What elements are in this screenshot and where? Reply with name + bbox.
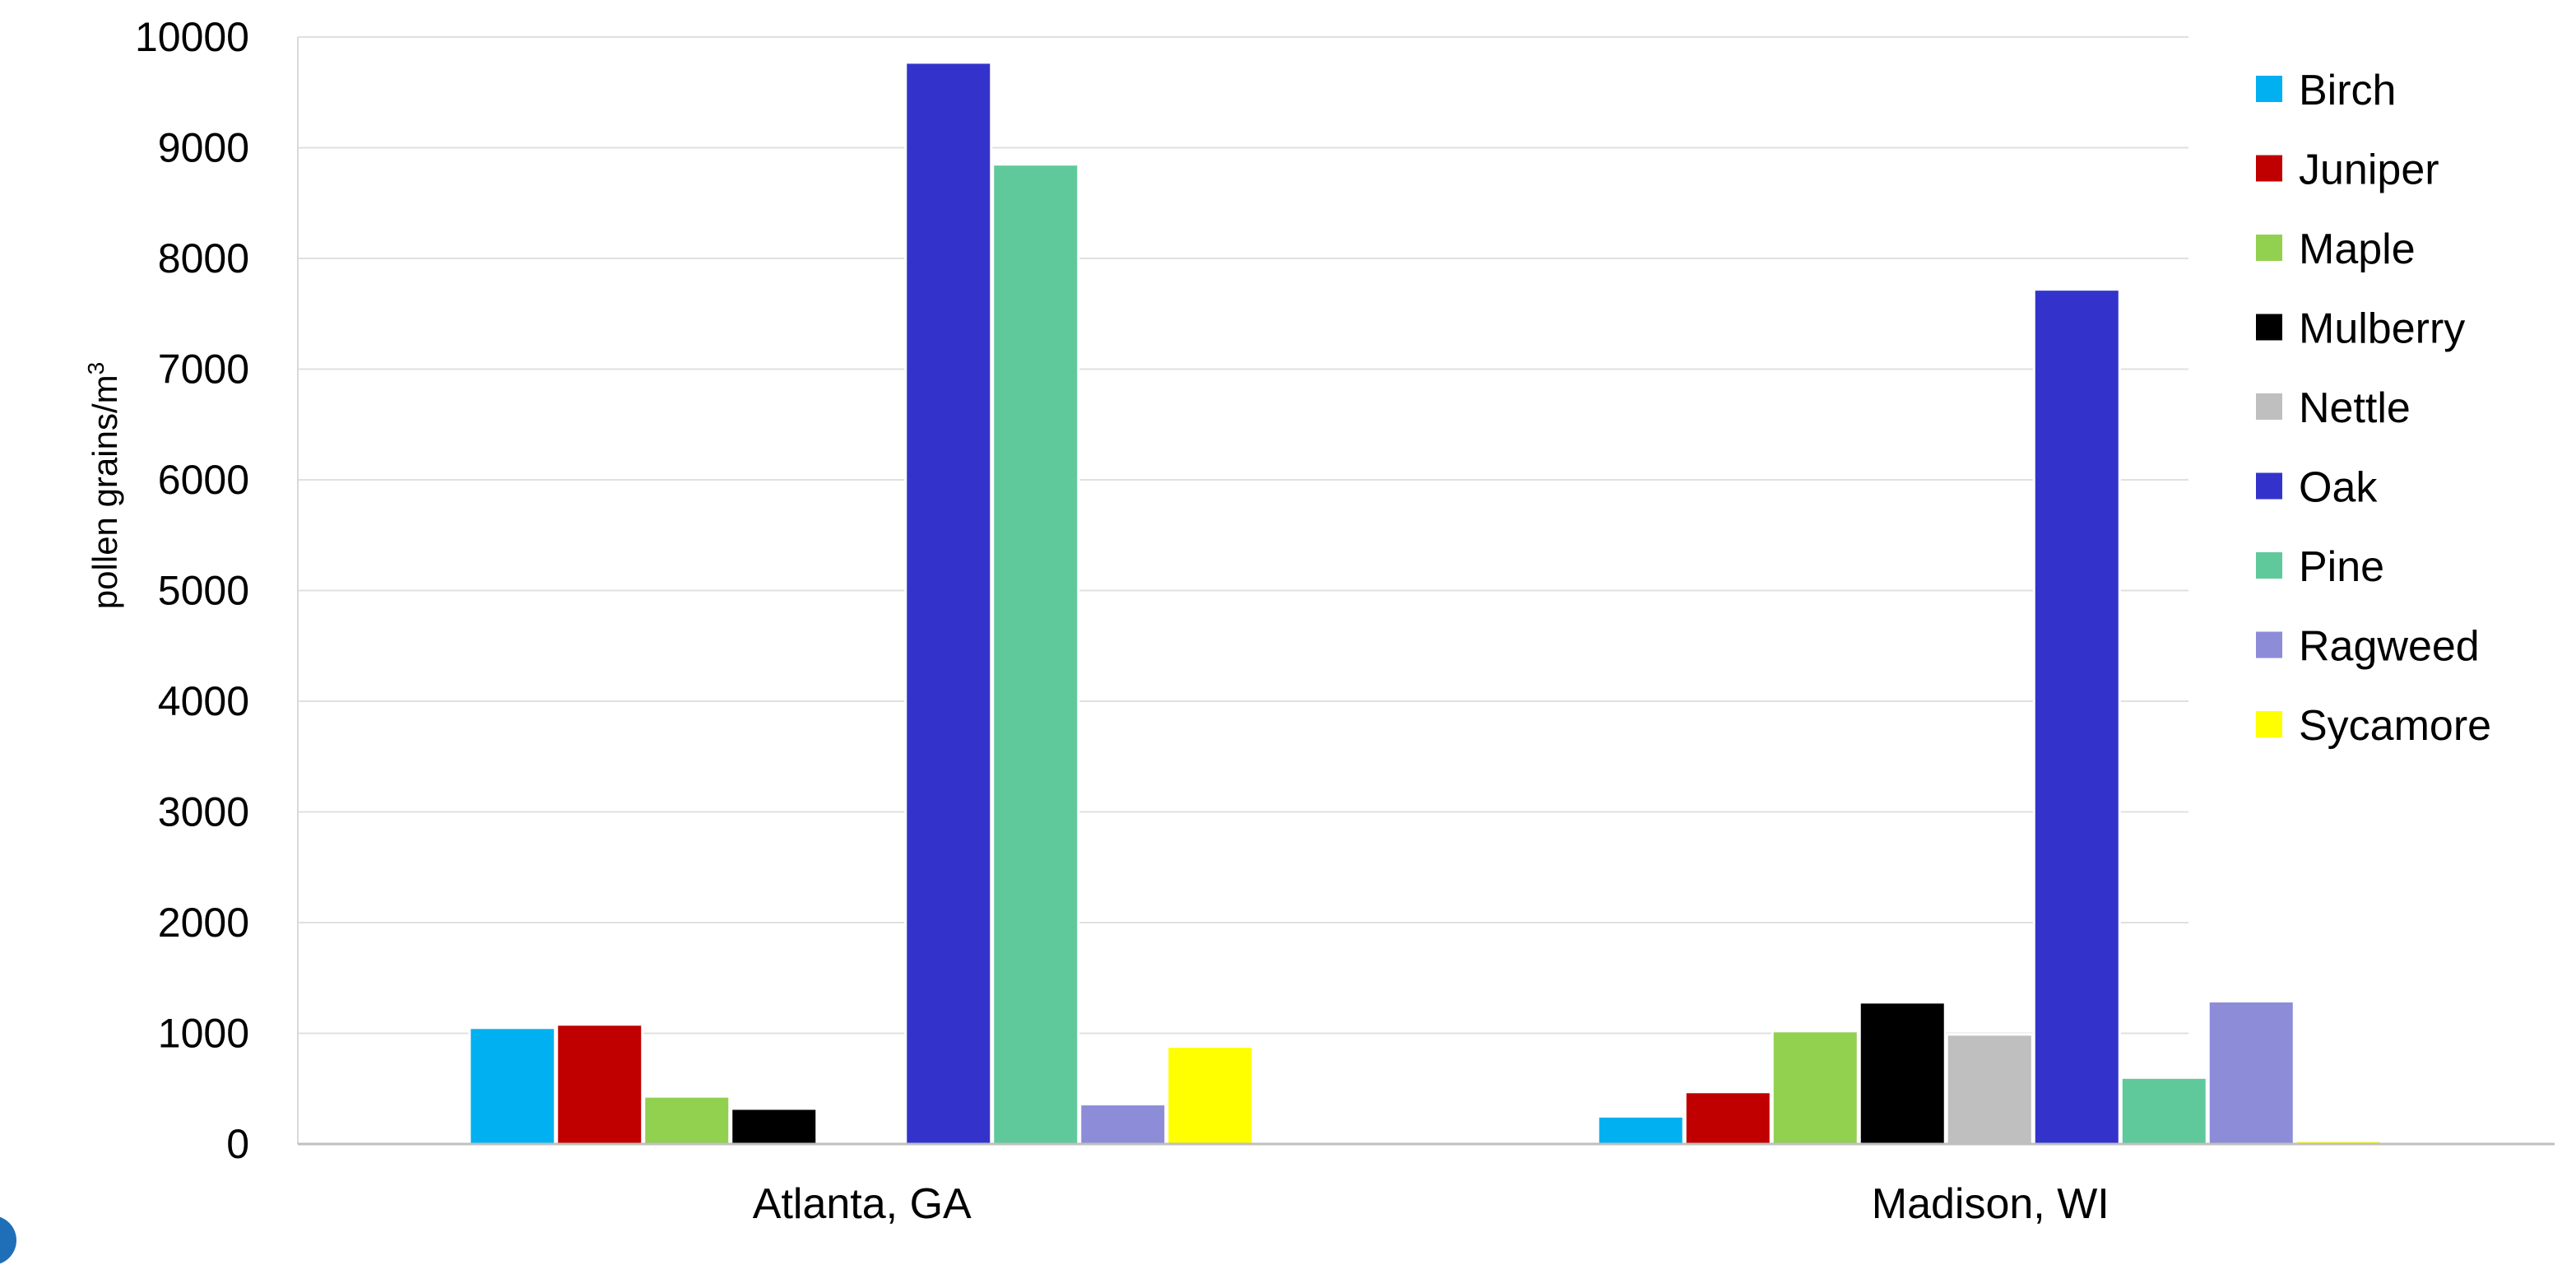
bar-birch — [1596, 1114, 1685, 1146]
pollen-bar-chart: 0 1000 2000 3000 4000 5000 6000 7000 8000 9000 100… — [83, 14, 2555, 1228]
legend-label-sycamore: Sycamore — [2299, 702, 2491, 750]
legend-label-oak: Oak — [2299, 464, 2378, 512]
y-tick-label: 5000 — [158, 568, 249, 614]
bar-nettle — [1945, 1033, 2034, 1146]
x-category-label: Madison, WI — [1872, 1180, 2110, 1228]
bar-birch — [468, 1026, 557, 1146]
legend-swatch-mulberry — [2256, 314, 2282, 341]
legend-label-nettle: Nettle — [2299, 384, 2411, 432]
legend-swatch-pine — [2256, 552, 2282, 579]
bar-ragweed — [1079, 1103, 1167, 1146]
legend: Birch Juniper Maple Mulberry Nettle Oak Pine Ra… — [2256, 67, 2491, 750]
bar-juniper — [1683, 1091, 1772, 1146]
bar-maple — [1771, 1030, 1859, 1146]
gridlines — [298, 36, 2188, 1035]
legend-label-pine: Pine — [2299, 543, 2384, 591]
bars — [468, 61, 2383, 1146]
bar-mulberry — [730, 1107, 819, 1146]
y-tick-label: 0 — [226, 1121, 249, 1167]
legend-label-maple: Maple — [2299, 226, 2416, 273]
bar-mulberry — [1858, 1001, 1947, 1146]
legend-swatch-juniper — [2256, 155, 2282, 182]
legend-label-juniper: Juniper — [2299, 146, 2439, 194]
y-tick-label: 8000 — [158, 235, 249, 281]
y-tick-label: 7000 — [158, 346, 249, 393]
y-tick-label: 4000 — [158, 678, 249, 724]
y-tick-label: 10000 — [135, 14, 249, 60]
y-tick-label: 9000 — [158, 125, 249, 171]
bar-sycamore — [1166, 1045, 1255, 1146]
bar-pine — [2119, 1076, 2208, 1146]
bar-maple — [643, 1095, 731, 1146]
legend-swatch-ragweed — [2256, 631, 2282, 658]
x-category-label: Atlanta, GA — [753, 1180, 972, 1228]
bar-ragweed — [2207, 999, 2295, 1146]
y-tick-label: 2000 — [158, 900, 249, 946]
legend-swatch-oak — [2256, 472, 2282, 500]
legend-label-mulberry: Mulberry — [2299, 305, 2465, 353]
tick-labels: 0 1000 2000 3000 4000 5000 6000 7000 8000 9000 100… — [135, 14, 2110, 1228]
bar-oak — [2032, 288, 2121, 1146]
y-axis-title: pollen grains/m3 — [83, 362, 124, 609]
legend-swatch-nettle — [2256, 393, 2282, 420]
y-tick-label: 1000 — [158, 1011, 249, 1057]
legend-swatch-maple — [2256, 235, 2282, 261]
y-tick-label: 6000 — [158, 457, 249, 503]
bar-juniper — [555, 1023, 644, 1146]
bar-oak — [904, 61, 993, 1146]
axes — [297, 37, 2555, 1146]
legend-swatch-birch — [2256, 76, 2282, 102]
legend-label-ragweed: Ragweed — [2299, 623, 2480, 671]
y-tick-label: 3000 — [158, 789, 249, 835]
legend-label-birch: Birch — [2299, 67, 2396, 114]
legend-swatch-sycamore — [2256, 711, 2282, 737]
bar-pine — [991, 163, 1080, 1146]
